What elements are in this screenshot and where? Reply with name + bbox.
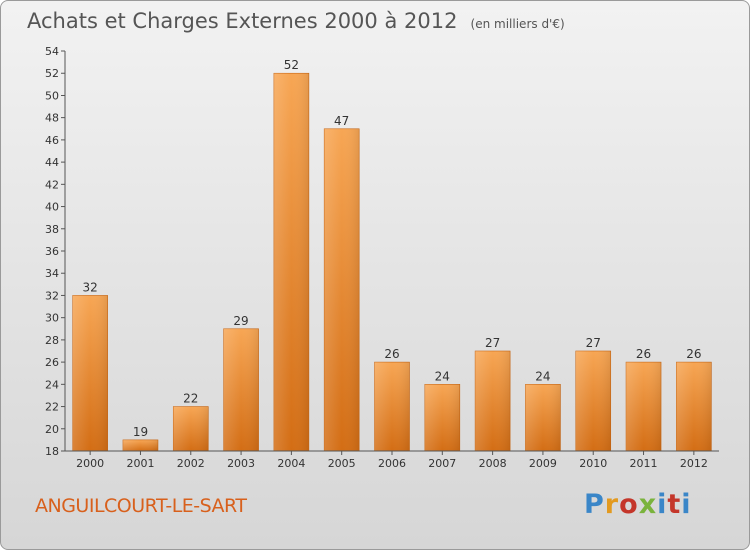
y-tick-label: 48 bbox=[45, 112, 59, 125]
data-label: 52 bbox=[284, 58, 299, 72]
data-label: 24 bbox=[535, 369, 550, 383]
data-label: 19 bbox=[133, 425, 148, 439]
bar-shine bbox=[676, 362, 712, 451]
y-axis: 18 20 22 24 26 28 30 32 34 36 38 40 42 44 46 48 50 52 54 bbox=[45, 45, 66, 458]
data-label: 26 bbox=[636, 347, 651, 361]
y-tick-label: 34 bbox=[45, 267, 59, 280]
y-tick-label: 42 bbox=[45, 178, 59, 191]
y-tick-label: 46 bbox=[45, 134, 59, 147]
y-tick-label: 26 bbox=[45, 356, 59, 369]
y-tick-label: 24 bbox=[45, 378, 59, 391]
bar-shine bbox=[223, 328, 259, 451]
brand-logo: Proxiti bbox=[584, 489, 692, 520]
x-tick-label: 2008 bbox=[479, 457, 507, 470]
data-label: 32 bbox=[83, 280, 98, 294]
bar-shine bbox=[475, 351, 511, 451]
bar-shine bbox=[626, 362, 662, 451]
bar-shine bbox=[122, 439, 158, 451]
data-label: 26 bbox=[686, 347, 701, 361]
x-tick-label: 2011 bbox=[630, 457, 658, 470]
data-label: 24 bbox=[435, 369, 450, 383]
bar-shine bbox=[374, 362, 410, 451]
x-axis: 2000 2001 2002 2003 2004 2005 2006 2007 2008 2009… bbox=[65, 450, 719, 470]
x-tick-label: 2007 bbox=[428, 457, 456, 470]
x-tick-label: 2000 bbox=[76, 457, 104, 470]
data-label: 26 bbox=[384, 347, 399, 361]
y-tick-label: 54 bbox=[45, 45, 59, 58]
bar-shine bbox=[525, 384, 561, 451]
data-label: 29 bbox=[233, 314, 248, 328]
bar-shine bbox=[424, 384, 460, 451]
y-tick-label: 52 bbox=[45, 67, 59, 80]
y-tick-label: 30 bbox=[45, 312, 59, 325]
y-tick-label: 50 bbox=[45, 89, 59, 102]
chart-title: Achats et Charges Externes 2000 à 2012 bbox=[27, 9, 458, 33]
y-tick-label: 32 bbox=[45, 289, 59, 302]
y-tick-label: 40 bbox=[45, 201, 59, 214]
data-label: 27 bbox=[586, 336, 601, 350]
x-tick-label: 2012 bbox=[680, 457, 708, 470]
x-tick-label: 2006 bbox=[378, 457, 406, 470]
x-tick-label: 2002 bbox=[177, 457, 205, 470]
chart-header: Achats et Charges Externes 2000 à 2012 (… bbox=[27, 7, 565, 38]
y-tick-label: 28 bbox=[45, 334, 59, 347]
bars-group: 32 19 22 29 52 47 26 24 27 24 27 26 26 bbox=[72, 58, 712, 452]
bar-shine bbox=[173, 406, 209, 451]
bar-shine bbox=[324, 128, 360, 451]
y-tick-label: 38 bbox=[45, 223, 59, 236]
bar-shine bbox=[273, 73, 309, 451]
bar-shine bbox=[72, 295, 108, 451]
x-tick-label: 2005 bbox=[328, 457, 356, 470]
bar-shine bbox=[575, 351, 611, 451]
x-tick-label: 2009 bbox=[529, 457, 557, 470]
y-tick-label: 22 bbox=[45, 401, 59, 414]
y-tick-label: 20 bbox=[45, 423, 59, 436]
data-label: 47 bbox=[334, 114, 349, 128]
y-tick-label: 18 bbox=[45, 445, 59, 458]
x-tick-label: 2004 bbox=[277, 457, 305, 470]
place-name: ANGUILCOURT-LE-SART bbox=[35, 495, 247, 517]
y-tick-label: 36 bbox=[45, 245, 59, 258]
x-tick-label: 2010 bbox=[579, 457, 607, 470]
data-label: 22 bbox=[183, 392, 198, 406]
y-tick-label: 44 bbox=[45, 156, 59, 169]
data-label: 27 bbox=[485, 336, 500, 350]
chart-subtitle: (en milliers d'€) bbox=[470, 17, 565, 31]
x-tick-label: 2001 bbox=[126, 457, 154, 470]
x-tick-label: 2003 bbox=[227, 457, 255, 470]
